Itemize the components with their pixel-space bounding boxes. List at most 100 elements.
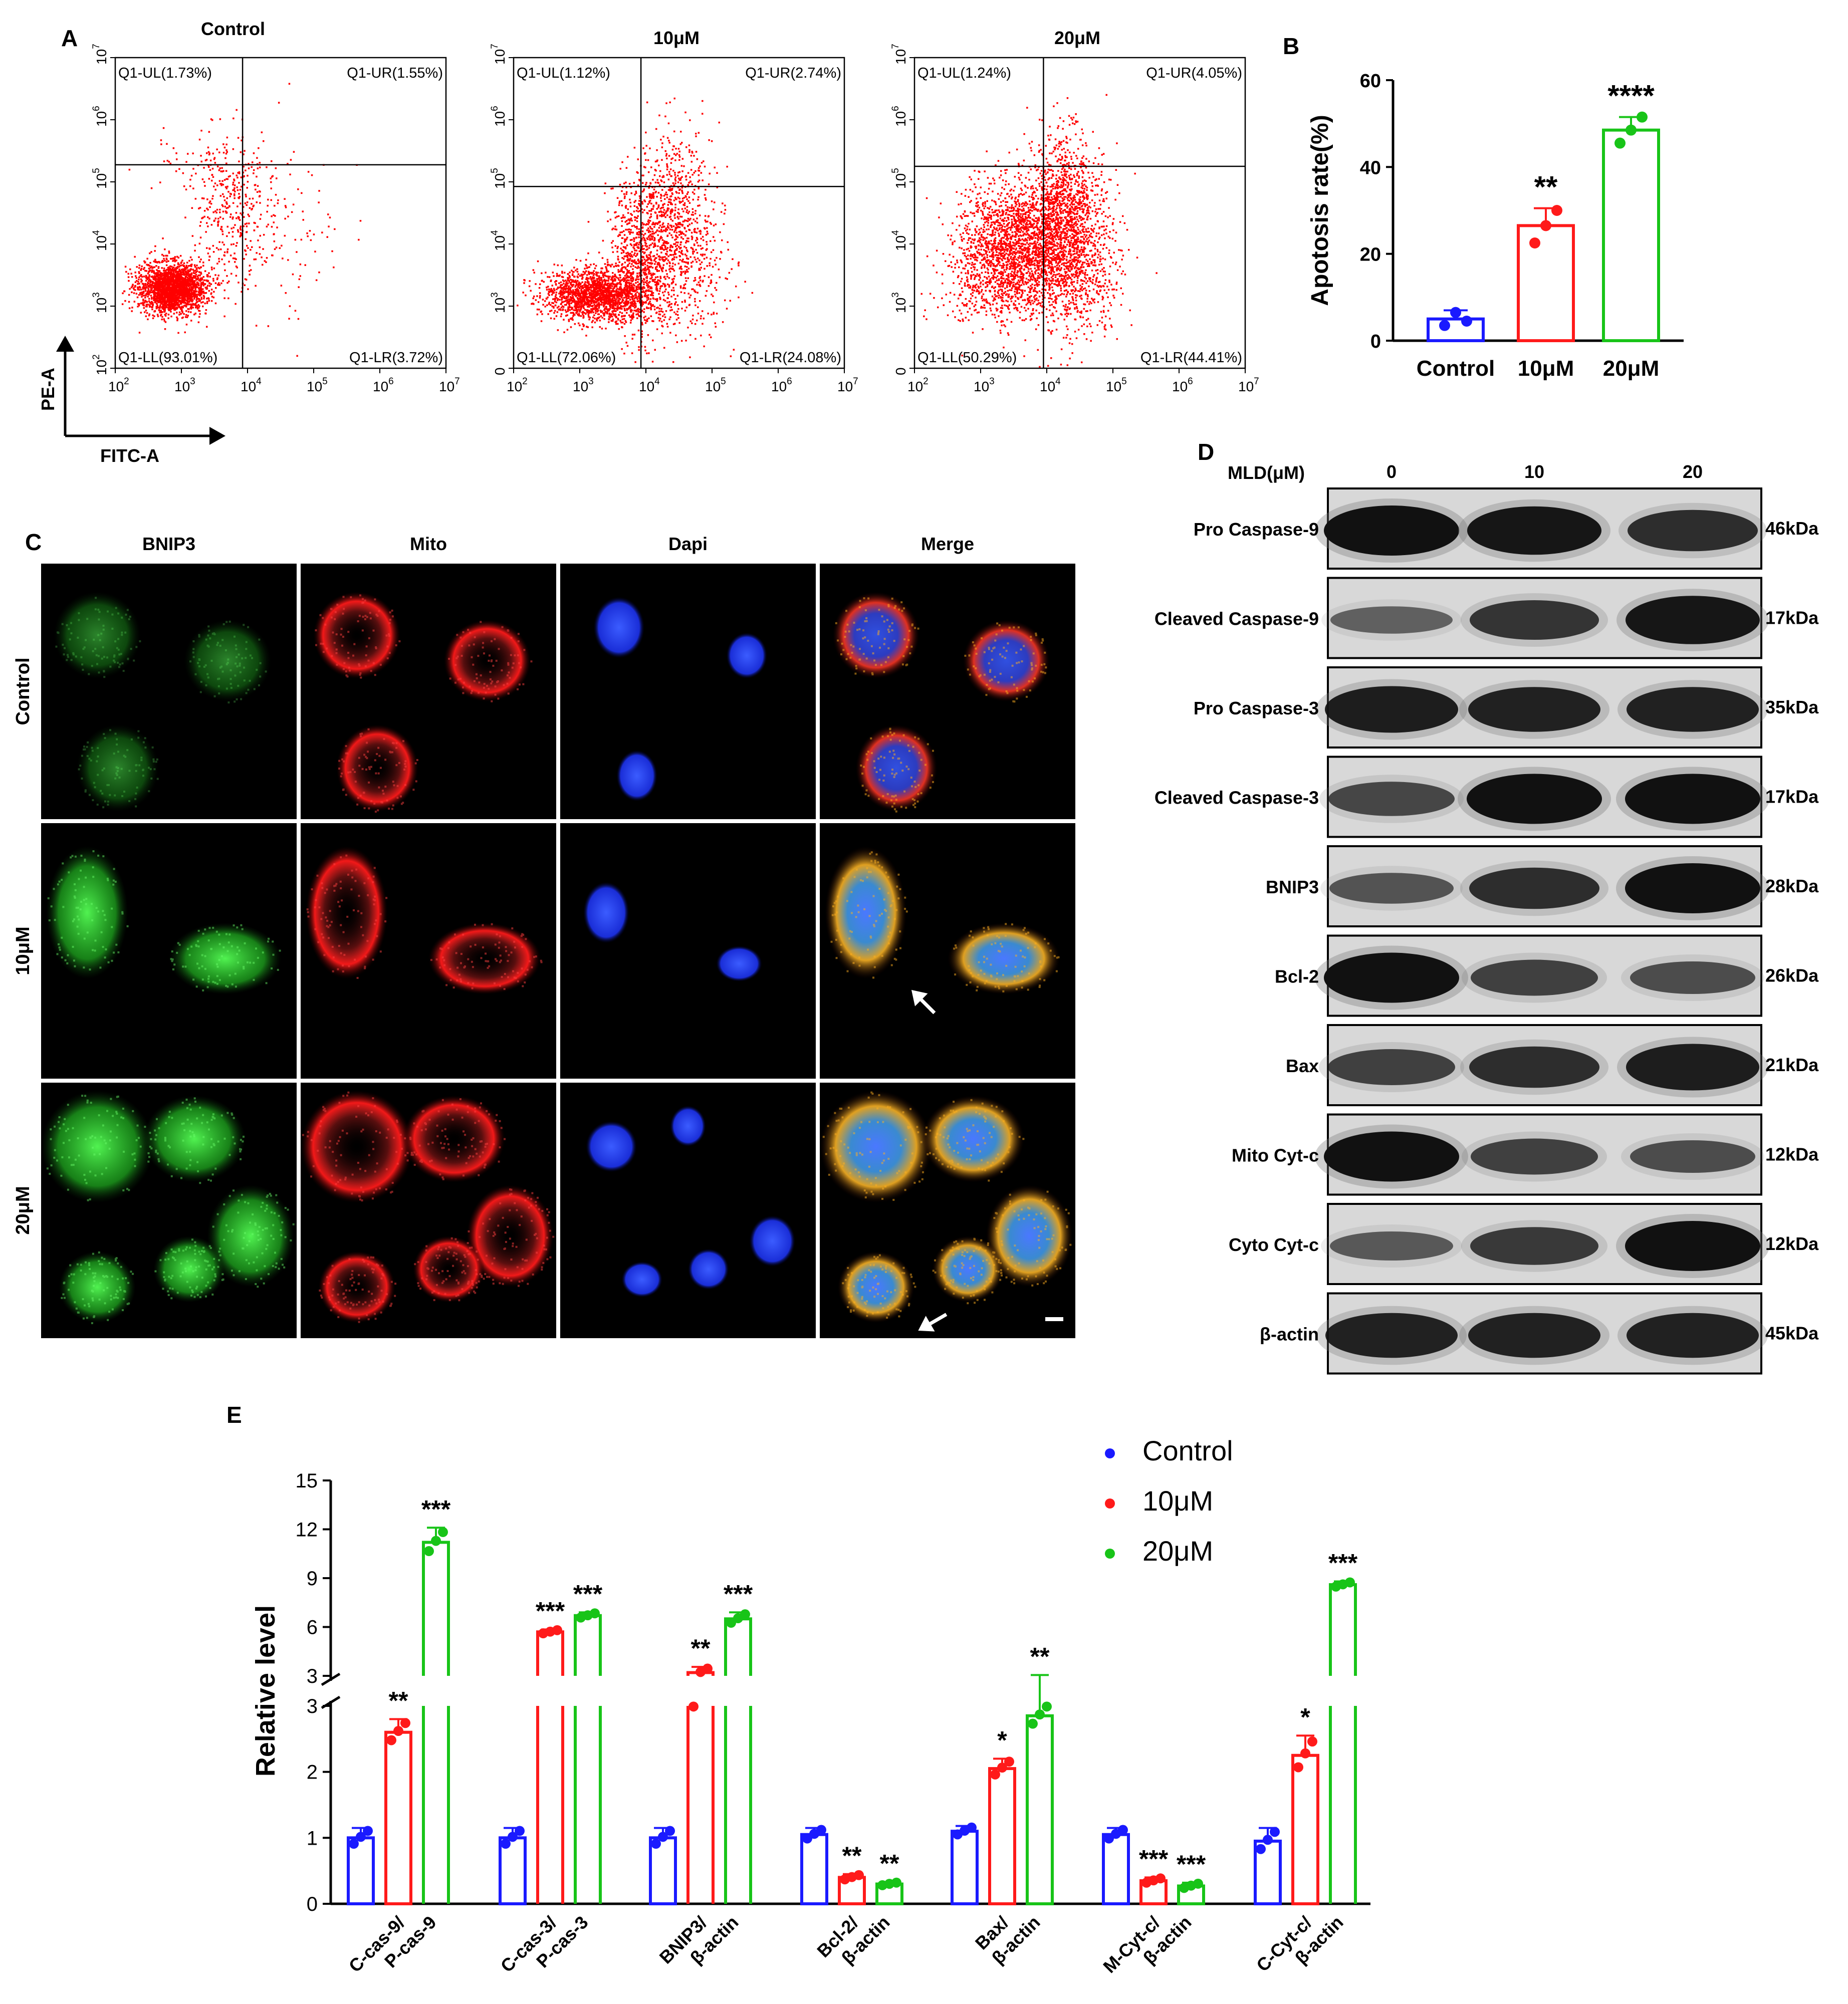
flow-event bbox=[200, 160, 202, 163]
flow-event bbox=[626, 291, 628, 294]
flow-event bbox=[614, 285, 616, 287]
flow-event bbox=[248, 163, 250, 165]
flow-event bbox=[609, 308, 611, 310]
flow-event bbox=[161, 283, 163, 285]
flow-event bbox=[187, 283, 189, 285]
flow-event bbox=[172, 281, 174, 283]
flow-event bbox=[650, 315, 652, 317]
flow-event bbox=[539, 283, 541, 286]
flow-event bbox=[134, 256, 136, 258]
flow-event bbox=[656, 217, 658, 219]
flow-event bbox=[191, 296, 193, 298]
flow-event bbox=[620, 268, 622, 271]
flow-event bbox=[239, 189, 242, 191]
flow-event bbox=[609, 286, 611, 288]
flow-event bbox=[200, 273, 202, 275]
flow-event bbox=[627, 276, 629, 278]
flow-event bbox=[236, 242, 238, 244]
flow-event bbox=[193, 314, 195, 316]
flow-event bbox=[161, 288, 163, 290]
flow-event bbox=[549, 276, 551, 278]
flow-event bbox=[601, 293, 603, 295]
flow-event bbox=[188, 275, 190, 278]
flow-event bbox=[160, 272, 162, 274]
flow-event bbox=[173, 264, 175, 266]
flow-event bbox=[157, 266, 160, 268]
flow-event bbox=[165, 261, 168, 263]
flow-event bbox=[571, 279, 573, 281]
flow-event bbox=[654, 259, 656, 261]
flow-event bbox=[204, 302, 206, 305]
flow-event bbox=[296, 251, 298, 253]
flow-event bbox=[626, 282, 628, 284]
flow-event bbox=[551, 285, 553, 287]
flow-event bbox=[582, 311, 584, 313]
flow-event bbox=[184, 305, 186, 307]
flow-event bbox=[613, 302, 615, 304]
flow-event bbox=[646, 299, 648, 301]
flow-event bbox=[172, 304, 175, 307]
flow-event bbox=[195, 295, 197, 297]
flow-event bbox=[163, 286, 165, 289]
flow-event bbox=[195, 279, 197, 281]
flow-event bbox=[638, 262, 640, 264]
flow-event bbox=[631, 305, 633, 307]
flow-event bbox=[596, 279, 598, 282]
flow-event bbox=[192, 187, 194, 189]
flow-event bbox=[164, 248, 166, 250]
flow-event bbox=[624, 301, 626, 303]
flow-event bbox=[252, 161, 254, 163]
flow-event bbox=[644, 264, 646, 266]
flow-event bbox=[606, 271, 608, 273]
flow-event bbox=[182, 270, 184, 272]
flow-event bbox=[251, 246, 253, 248]
flow-event bbox=[170, 258, 172, 260]
flow-event bbox=[558, 309, 560, 311]
flow-event bbox=[620, 217, 622, 219]
flow-event bbox=[256, 252, 258, 254]
flow-event bbox=[227, 297, 229, 300]
flow-event bbox=[159, 302, 162, 304]
flow-event bbox=[145, 304, 148, 306]
flow-event bbox=[607, 277, 609, 279]
flow-event bbox=[597, 291, 599, 294]
flow-event bbox=[244, 278, 247, 280]
flow-event bbox=[161, 301, 164, 303]
flow-event bbox=[179, 278, 181, 280]
flow-event bbox=[157, 292, 159, 294]
flow-event bbox=[580, 288, 582, 291]
flow-event bbox=[594, 283, 596, 285]
flow-event bbox=[572, 284, 575, 286]
flow-event bbox=[595, 286, 597, 288]
flow-event bbox=[162, 287, 164, 289]
flow-event bbox=[168, 266, 170, 269]
flow-event bbox=[582, 293, 584, 296]
flow-event bbox=[561, 305, 564, 307]
flow-event bbox=[565, 286, 568, 288]
flow-event bbox=[172, 272, 175, 274]
flow-event bbox=[186, 302, 189, 304]
flow-event bbox=[550, 289, 552, 291]
flow-event bbox=[157, 273, 159, 276]
flow-event bbox=[559, 291, 561, 293]
flow-event bbox=[178, 291, 180, 293]
flow-event bbox=[249, 265, 251, 267]
flow-event bbox=[181, 310, 183, 313]
flow-event bbox=[626, 297, 628, 299]
flow-event bbox=[596, 320, 598, 322]
flow-event bbox=[563, 286, 565, 288]
flow-event bbox=[567, 280, 569, 282]
flow-event bbox=[602, 294, 604, 296]
flow-event bbox=[621, 264, 623, 266]
flow-event bbox=[301, 192, 303, 194]
flow-event bbox=[216, 278, 218, 281]
flow-event bbox=[234, 190, 236, 193]
flow-event bbox=[657, 317, 659, 319]
flow-event bbox=[182, 316, 184, 319]
flow-event bbox=[183, 313, 185, 315]
flow-event bbox=[190, 265, 192, 268]
flow-event bbox=[169, 296, 171, 298]
flow-event bbox=[627, 295, 630, 297]
flow-event bbox=[256, 175, 258, 178]
flow-event bbox=[249, 207, 251, 209]
